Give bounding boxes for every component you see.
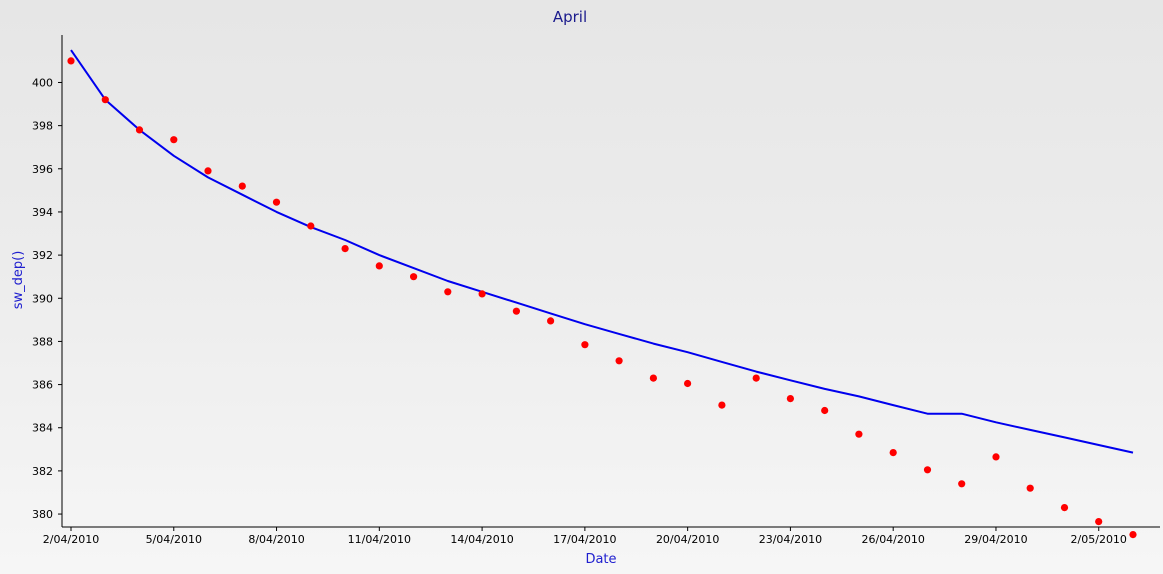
data-point (307, 222, 315, 230)
data-point (375, 262, 383, 270)
x-tick-label: 23/04/2010 (759, 533, 822, 546)
x-tick-label: 11/04/2010 (348, 533, 411, 546)
x-tick-label: 26/04/2010 (861, 533, 924, 546)
y-tick-label: 388 (32, 335, 53, 348)
data-point (992, 453, 1000, 461)
y-tick-label: 396 (32, 163, 53, 176)
y-tick-label: 392 (32, 249, 53, 262)
x-tick-label: 5/04/2010 (146, 533, 202, 546)
data-point (1095, 518, 1103, 526)
data-point (410, 273, 418, 281)
y-tick-label: 394 (32, 206, 53, 219)
series-line (70, 49, 1134, 454)
plot-area (67, 49, 1137, 539)
data-point (1026, 484, 1034, 492)
data-point (101, 96, 109, 104)
x-tick-label: 29/04/2010 (964, 533, 1027, 546)
data-point (752, 374, 760, 382)
data-point (718, 401, 726, 409)
data-point (170, 136, 178, 144)
y-tick-label: 382 (32, 465, 53, 478)
chart-title: April (553, 8, 587, 26)
data-point (889, 449, 897, 457)
data-point (478, 290, 486, 298)
data-point (923, 466, 932, 474)
data-point (341, 245, 349, 253)
data-point (238, 182, 246, 190)
data-point (1129, 531, 1137, 539)
data-point (786, 395, 795, 403)
data-point (67, 57, 75, 65)
axes: 380 382 384 386 388 390 392 394 396 398 400 2/04/20… (32, 35, 1160, 546)
y-tick-label: 386 (32, 379, 53, 392)
y-tick-label: 384 (32, 422, 53, 435)
x-tick-label: 2/05/2010 (1071, 533, 1127, 546)
x-axis-label: Date (585, 552, 616, 567)
x-tick-label: 8/04/2010 (248, 533, 304, 546)
data-point (444, 288, 452, 296)
data-point (204, 167, 212, 175)
x-tick-label: 14/04/2010 (450, 533, 513, 546)
y-tick-label: 398 (32, 120, 53, 133)
data-point (649, 374, 658, 382)
x-tick-label: 17/04/2010 (553, 533, 616, 546)
x-tick-label: 2/04/2010 (43, 533, 99, 546)
data-point (547, 317, 555, 325)
data-point (958, 480, 966, 488)
data-point (821, 406, 829, 415)
data-point (615, 357, 623, 365)
data-point (135, 126, 144, 134)
y-axis-label: sw_dep() (11, 251, 26, 310)
data-point (1060, 504, 1069, 512)
data-point (855, 430, 863, 438)
data-point (684, 379, 692, 388)
data-point (512, 307, 521, 315)
data-point (272, 198, 281, 206)
x-tick-label: 20/04/2010 (656, 533, 719, 546)
y-tick-label: 400 (32, 76, 53, 89)
data-point (581, 341, 589, 349)
y-tick-label: 390 (32, 292, 53, 305)
y-tick-label: 380 (32, 508, 53, 521)
